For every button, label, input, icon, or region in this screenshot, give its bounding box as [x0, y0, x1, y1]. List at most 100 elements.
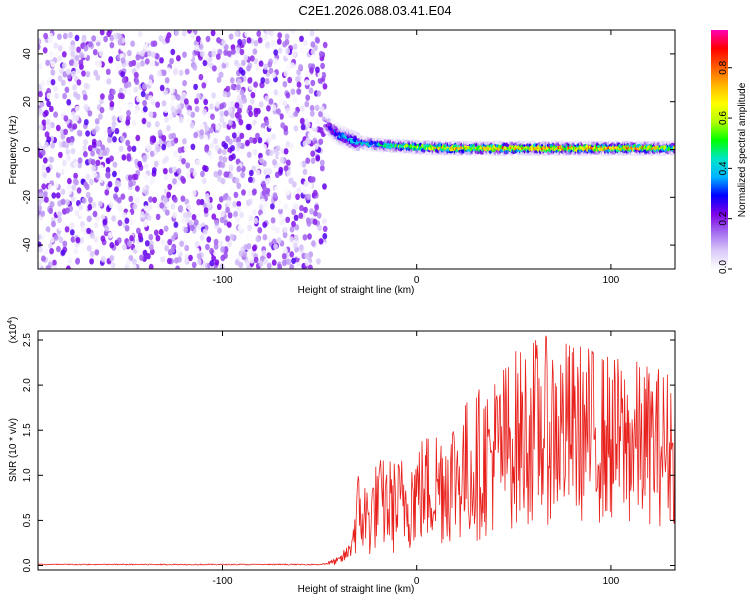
heatmap-cell [140, 90, 146, 98]
heatmap-cell [317, 72, 323, 79]
heatmap-cell [109, 42, 115, 49]
heatmap-cell [151, 167, 157, 174]
heatmap-cell [237, 224, 243, 231]
heatmap-cell [239, 148, 245, 156]
heatmap-cell [263, 258, 269, 265]
heatmap-cell [232, 253, 238, 260]
heatmap-cell [111, 215, 116, 222]
heatmap-cell [121, 154, 127, 161]
heatmap-cell [164, 155, 169, 163]
heatmap-cell [317, 77, 323, 84]
heatmap-cell [273, 89, 279, 96]
heatmap-cell [181, 30, 187, 37]
heatmap-cell [150, 60, 156, 67]
heatmap-cell [182, 138, 187, 145]
heatmap-cell [313, 210, 318, 217]
heatmap-cell [166, 257, 172, 265]
heatmap-cell [94, 249, 100, 256]
heatmap-cell [225, 206, 231, 214]
heatmap-cell [120, 193, 126, 200]
heatmap-cell [183, 212, 188, 219]
heatmap-cell [158, 247, 164, 254]
spectrogram-image [38, 30, 675, 269]
heatmap-cell [123, 101, 129, 109]
heatmap-cell [213, 137, 218, 145]
heatmap-cell [147, 79, 153, 86]
heatmap-cell [222, 156, 228, 163]
heatmap-cell [126, 49, 132, 57]
heatmap-cell [85, 191, 91, 199]
heatmap-cell [120, 135, 125, 143]
heatmap-cell [301, 161, 307, 168]
heatmap-cell [38, 199, 42, 207]
heatmap-cell [259, 81, 265, 89]
heatmap-cell [213, 238, 219, 246]
heatmap-cell [252, 209, 258, 216]
heatmap-cell [80, 221, 85, 228]
heatmap-cell [62, 159, 67, 167]
heatmap-cell [183, 145, 189, 152]
heatmap-cell [247, 198, 253, 205]
heatmap-cell [213, 41, 219, 48]
heatmap-cell [312, 189, 318, 197]
heatmap-cell [141, 117, 147, 125]
heatmap-cell [103, 35, 108, 43]
heatmap-cell [187, 53, 193, 60]
heatmap-cell [240, 171, 246, 179]
heatmap-cell [299, 204, 304, 212]
heatmap-cell [309, 104, 315, 112]
heatmap-cell [57, 75, 63, 82]
heatmap-cell [42, 157, 48, 164]
heatmap-cell [142, 155, 148, 162]
heatmap-cell [247, 105, 253, 112]
heatmap-cell [272, 159, 277, 166]
heatmap-cell [113, 193, 118, 200]
heatmap-cell [40, 210, 46, 217]
heatmap-cell [46, 87, 51, 95]
heatmap-cell [223, 171, 229, 178]
heatmap-cell [38, 123, 44, 131]
heatmap-cell [148, 196, 153, 203]
heatmap-cell [127, 103, 133, 110]
heatmap-cell [257, 37, 263, 44]
spectrogram-ytick-label: -20 [22, 190, 33, 205]
heatmap-cell [41, 164, 47, 171]
heatmap-cell [311, 240, 316, 247]
heatmap-cell [148, 263, 154, 269]
heatmap-cell [276, 237, 282, 244]
heatmap-cell [215, 101, 221, 109]
heatmap-cell [167, 183, 173, 191]
heatmap-cell [299, 105, 305, 112]
heatmap-cell [260, 213, 265, 221]
heatmap-cell [61, 107, 66, 115]
heatmap-cell [281, 259, 287, 267]
heatmap-cell [254, 123, 260, 130]
heatmap-cell [255, 169, 261, 176]
heatmap-cell [38, 261, 42, 269]
heatmap-cell [135, 244, 140, 251]
heatmap-cell [241, 59, 246, 67]
heatmap-cell [262, 234, 268, 241]
heatmap-cell [322, 233, 328, 240]
heatmap-cell [304, 260, 310, 267]
heatmap-cell [191, 189, 197, 197]
heatmap-cell [177, 107, 183, 115]
heatmap-cell [66, 99, 72, 106]
heatmap-cell [312, 218, 318, 225]
heatmap-cell [44, 131, 50, 138]
heatmap-cell [176, 168, 182, 175]
heatmap-cell [126, 155, 132, 162]
heatmap-cell [66, 255, 72, 262]
heatmap-cell [242, 183, 247, 190]
heatmap-cell [248, 110, 254, 118]
heatmap-cell [210, 113, 215, 120]
heatmap-cell [309, 208, 314, 215]
heatmap-cell [64, 142, 70, 149]
heatmap-cell [60, 79, 66, 87]
heatmap-cell [91, 35, 97, 42]
heatmap-cell [116, 237, 122, 244]
heatmap-cell [170, 235, 176, 242]
heatmap-cell [219, 110, 225, 118]
heatmap-cell [252, 137, 258, 144]
heatmap-cell [246, 151, 252, 158]
